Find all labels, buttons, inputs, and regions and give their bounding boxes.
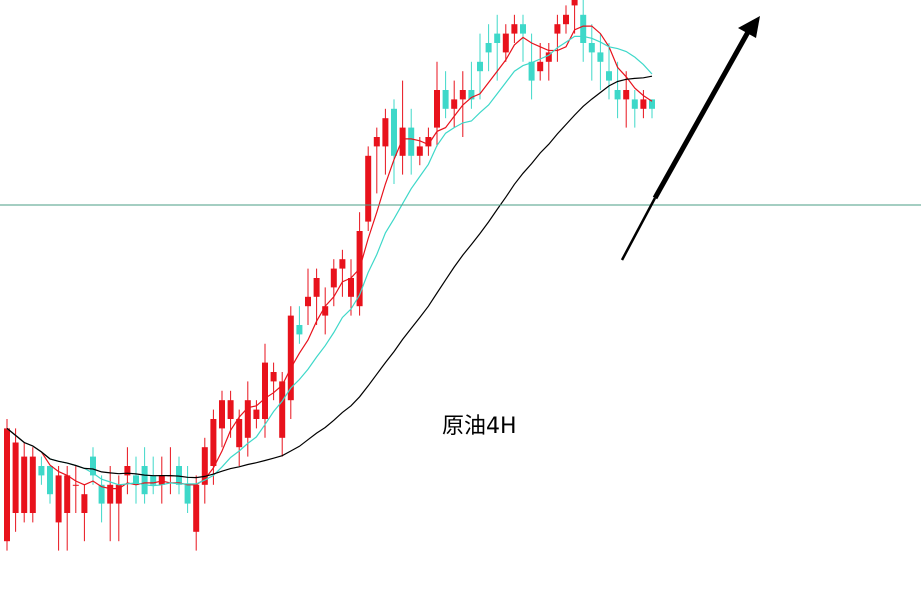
candle-up	[227, 400, 234, 419]
candle-up	[236, 419, 243, 448]
candle-down	[597, 52, 604, 62]
candle-up	[29, 456, 36, 513]
candle-up	[270, 372, 277, 382]
moving-average-ma_mid	[6, 35, 653, 487]
candle-up	[81, 494, 88, 513]
candle-down	[133, 475, 139, 485]
candle-down	[442, 90, 449, 109]
candle-down	[408, 127, 415, 156]
candles-layer	[4, 0, 655, 551]
candle-up	[219, 400, 225, 429]
candle-up	[545, 52, 552, 62]
candle-up	[511, 24, 518, 34]
trend-line-long	[652, 30, 751, 200]
candle-down	[614, 90, 621, 100]
candle-down	[477, 61, 483, 72]
trend-line-short	[620, 197, 657, 261]
trend-arrow	[620, 16, 760, 261]
candle-down	[98, 484, 105, 504]
candle-down	[391, 108, 397, 156]
candle-down	[649, 99, 655, 109]
candle-up	[107, 484, 114, 504]
candle-down	[580, 14, 587, 44]
candle-down	[588, 43, 595, 53]
candle-down	[494, 33, 501, 43]
candle-up	[193, 484, 200, 532]
candle-up	[21, 456, 28, 513]
moving-average-ma_fast	[6, 25, 653, 490]
candle-down	[38, 466, 45, 476]
candle-up	[459, 90, 466, 100]
candle-up	[554, 24, 561, 34]
candle-down	[520, 24, 526, 34]
candle-up	[253, 409, 260, 419]
candle-up	[348, 278, 354, 297]
candle-up	[262, 362, 268, 419]
candle-up	[55, 475, 62, 523]
candle-down	[90, 456, 96, 476]
candle-up	[365, 155, 372, 222]
candle-up	[210, 419, 217, 466]
candle-up	[434, 90, 440, 128]
candle-down	[485, 43, 492, 53]
candle-up	[330, 268, 337, 288]
chart-label: 原油4H	[442, 414, 517, 439]
candle-up	[640, 99, 647, 109]
candle-up	[339, 259, 346, 269]
moving-average-ma_slow	[6, 75, 653, 479]
candle-down	[184, 484, 191, 504]
candle-up	[502, 33, 509, 53]
candle-down	[606, 71, 612, 81]
candle-up	[322, 306, 329, 316]
candle-up	[537, 61, 544, 72]
candle-up	[12, 442, 19, 513]
candle-down	[468, 90, 475, 100]
candle-up	[399, 127, 406, 156]
candle-up	[623, 90, 630, 100]
candle-down	[150, 475, 157, 485]
candle-up	[244, 400, 251, 438]
candle-up	[313, 278, 320, 297]
candle-up	[287, 315, 294, 401]
candle-up	[563, 14, 569, 25]
candle-up	[279, 381, 286, 438]
candle-up	[124, 466, 131, 476]
candle-up	[425, 137, 432, 147]
candle-down	[631, 99, 638, 109]
candle-up	[158, 475, 165, 485]
candle-up	[72, 484, 79, 486]
candle-up	[382, 118, 389, 147]
candle-down	[296, 325, 303, 335]
candle-down	[528, 61, 535, 81]
candle-up	[115, 484, 122, 504]
candle-up	[305, 296, 311, 307]
moving-average-layer	[6, 25, 653, 490]
candle-down	[47, 466, 53, 495]
candle-down	[141, 466, 148, 495]
candle-up	[373, 137, 380, 147]
candle-up	[571, 0, 578, 6]
arrow-head-icon	[738, 16, 760, 38]
candle-up	[64, 475, 71, 513]
candle-up	[451, 99, 458, 109]
candle-up	[416, 146, 423, 156]
candle-down	[176, 466, 182, 485]
candle-up	[201, 447, 208, 485]
candle-up	[4, 428, 10, 542]
